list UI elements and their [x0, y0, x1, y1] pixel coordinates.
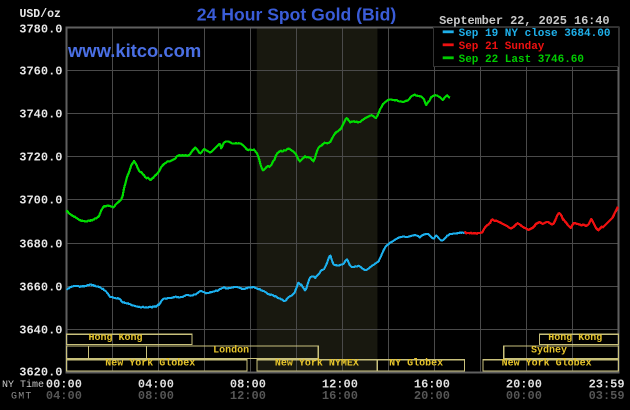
svg-text:12:00: 12:00 — [322, 378, 358, 392]
svg-text:24 Hour Spot Gold (Bid): 24 Hour Spot Gold (Bid) — [197, 4, 396, 24]
svg-text:Sep 21 Sunday: Sep 21 Sunday — [459, 41, 545, 53]
svg-text:3680.0: 3680.0 — [19, 238, 62, 252]
svg-text:3620.0: 3620.0 — [19, 365, 62, 379]
svg-text:New York Globex: New York Globex — [105, 358, 195, 370]
svg-text:September 22, 2025 16:40: September 22, 2025 16:40 — [439, 14, 609, 28]
svg-text:08:00: 08:00 — [138, 389, 174, 403]
svg-text:04:00: 04:00 — [138, 378, 174, 392]
svg-text:Sydney: Sydney — [531, 345, 567, 357]
svg-text:USD/oz: USD/oz — [20, 8, 62, 21]
svg-text:Sep 22 Last 3746.60: Sep 22 Last 3746.60 — [459, 54, 584, 66]
svg-text:12:00: 12:00 — [230, 389, 266, 403]
svg-text:08:00: 08:00 — [230, 378, 266, 392]
svg-text:3660.0: 3660.0 — [19, 281, 62, 295]
svg-text:New York Globex: New York Globex — [502, 358, 592, 370]
svg-text:3760.0: 3760.0 — [19, 65, 62, 79]
svg-text:London: London — [213, 345, 249, 357]
svg-text:16:00: 16:00 — [322, 389, 358, 403]
svg-text:00:00: 00:00 — [506, 389, 542, 403]
svg-text:16:00: 16:00 — [414, 378, 450, 392]
svg-text:20:00: 20:00 — [414, 389, 450, 403]
svg-text:3720.0: 3720.0 — [19, 151, 62, 165]
svg-text:GMT: GMT — [11, 391, 33, 402]
svg-text:New York NYMEX: New York NYMEX — [275, 358, 359, 370]
svg-text:3700.0: 3700.0 — [19, 194, 62, 208]
svg-text:NY Globex: NY Globex — [389, 358, 443, 370]
svg-text:NY Time: NY Time — [2, 379, 44, 391]
svg-text:23:59: 23:59 — [589, 378, 625, 392]
svg-text:www.kitco.com: www.kitco.com — [67, 40, 201, 61]
svg-text:3780.0: 3780.0 — [19, 23, 62, 37]
svg-text:3740.0: 3740.0 — [19, 108, 62, 122]
svg-text:Hong Kong: Hong Kong — [548, 333, 602, 344]
svg-text:20:00: 20:00 — [506, 378, 542, 392]
svg-text:00:00: 00:00 — [46, 378, 82, 392]
svg-text:03:59: 03:59 — [589, 389, 625, 403]
svg-text:3640.0: 3640.0 — [19, 324, 62, 338]
svg-text:04:00: 04:00 — [46, 389, 82, 403]
svg-text:Hong Kong: Hong Kong — [88, 333, 142, 344]
svg-text:Sep 19 NY close 3684.00: Sep 19 NY close 3684.00 — [459, 28, 611, 40]
